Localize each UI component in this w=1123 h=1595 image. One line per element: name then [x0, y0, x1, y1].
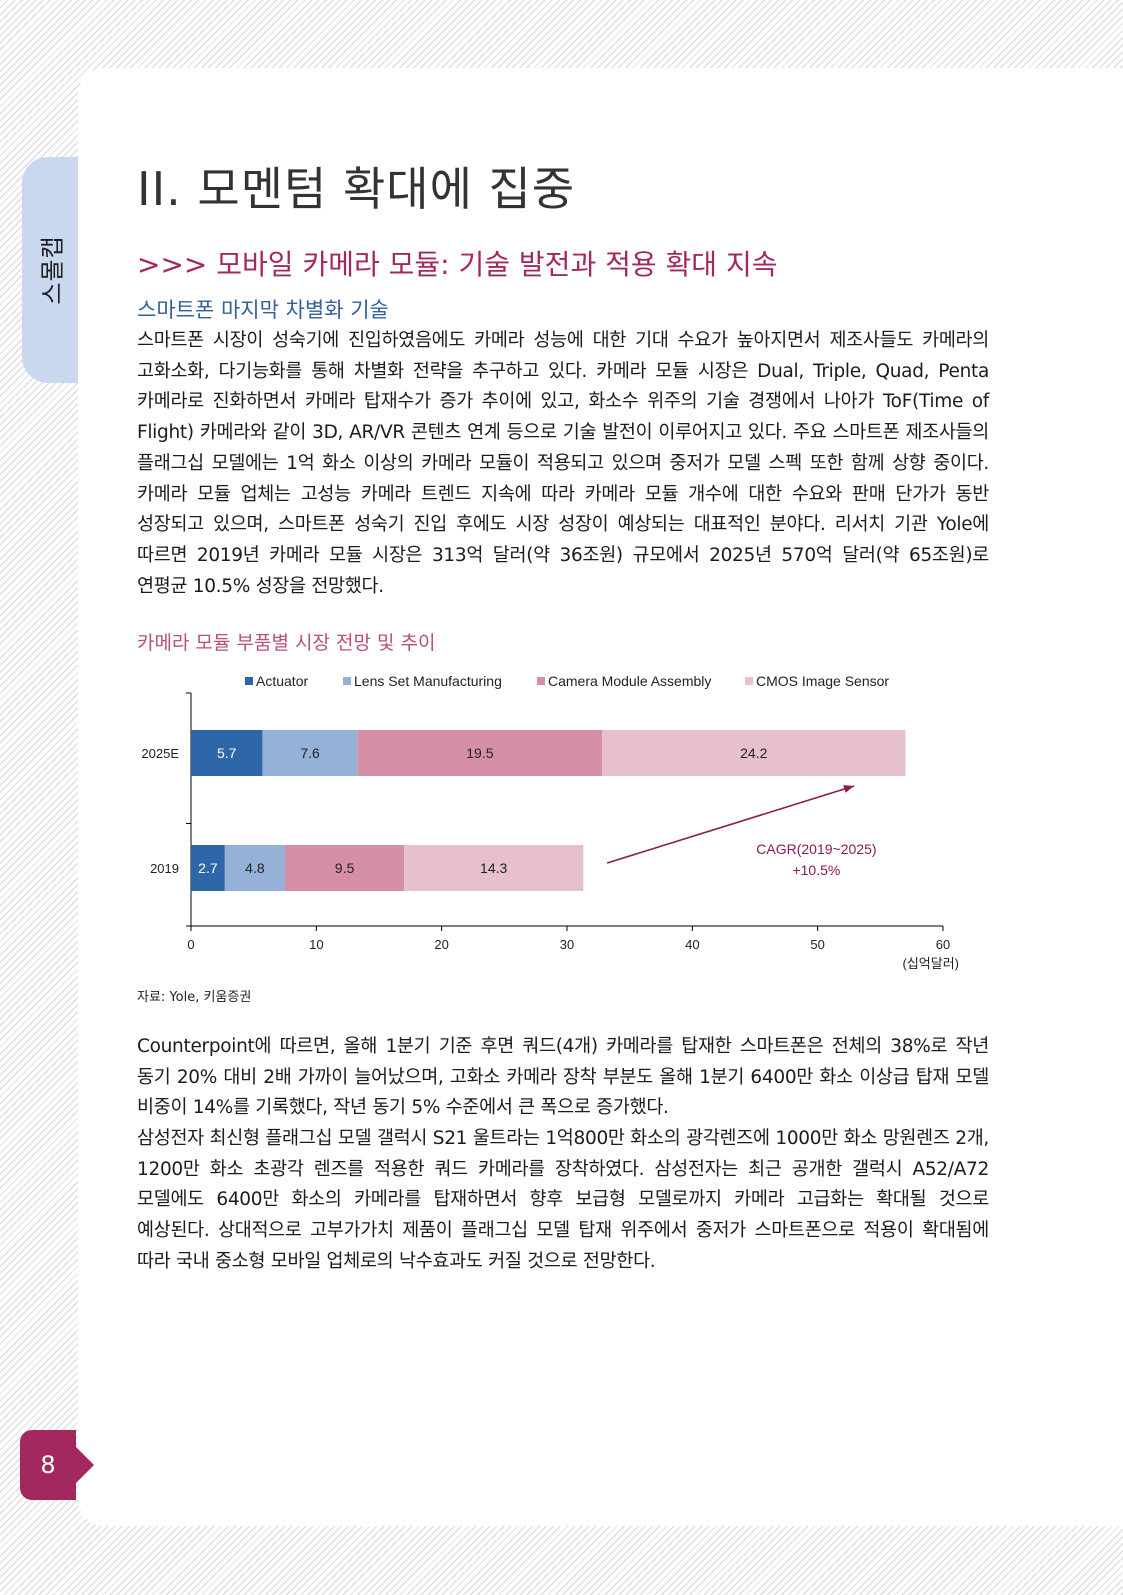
legend-label: Camera Module Assembly — [548, 673, 711, 689]
legend-swatch — [245, 677, 253, 685]
bar-value-label: 24.2 — [740, 745, 767, 761]
topic-heading: 스마트폰 마지막 차별화 기술 — [137, 298, 389, 322]
chart-title: 카메라 모듈 부품별 시장 전망 및 추이 — [137, 632, 436, 654]
bar-segment — [602, 730, 906, 776]
bar-segment — [191, 730, 263, 776]
x-tick-label: 0 — [187, 937, 194, 952]
bar-segment — [357, 730, 603, 776]
legend-swatch — [343, 677, 351, 685]
chart-source: 자료: Yole, 키움증권 — [137, 990, 252, 1005]
bar-segment — [404, 845, 584, 891]
x-tick-label: 60 — [936, 937, 950, 952]
bar-segment — [191, 845, 225, 891]
cagr-arrow-head — [843, 785, 855, 793]
cagr-arrow-line — [606, 785, 855, 864]
legend-label: Actuator — [256, 673, 308, 689]
page-number-tab: 8 — [20, 1430, 94, 1500]
legend-swatch — [745, 677, 753, 685]
legend-label: Lens Set Manufacturing — [354, 673, 502, 689]
page-card — [78, 68, 1123, 1526]
page-number: 8 — [40, 1451, 56, 1479]
chart-bars: 5.7 7.6 19.5 24.2 2.7 4.8 9.5 14.3 — [191, 730, 906, 891]
stacked-bar-chart: Actuator Lens Set Manufacturing Camera Mod… — [141, 673, 960, 971]
bar-value-label: 2.7 — [198, 860, 218, 876]
section-heading: II. 모멘텀 확대에 집중 — [137, 162, 576, 216]
x-tick-label: 10 — [309, 937, 323, 952]
bar-value-label: 14.3 — [480, 860, 507, 876]
bar-value-label: 7.6 — [300, 745, 320, 761]
bar-segment — [224, 845, 285, 891]
legend-label: CMOS Image Sensor — [756, 673, 889, 689]
chart-axes: 0 10 20 30 40 50 60 (십억달러) 2025E 2019 — [141, 692, 960, 971]
side-tab-label: 스몰캡 — [38, 235, 67, 305]
body-paragraph: 삼성전자 최신형 플래그십 모델 갤럭시 S21 울트라는 1억800만 화소의… — [137, 1128, 989, 1272]
bar-value-label: 9.5 — [335, 860, 355, 876]
bar-segment — [285, 845, 405, 891]
x-tick-label: 40 — [685, 937, 699, 952]
cagr-value: +10.5% — [792, 862, 840, 878]
x-tick-label: 30 — [560, 937, 574, 952]
category-label: 2019 — [150, 861, 179, 876]
bar-value-label: 19.5 — [466, 745, 493, 761]
x-tick-label: 50 — [810, 937, 824, 952]
body-paragraph: Counterpoint에 따르면, 올해 1분기 기준 후면 쿼드(4개) 카… — [137, 1036, 989, 1119]
bar-segment — [262, 730, 358, 776]
legend-swatch — [537, 677, 545, 685]
side-tab: 스몰캡 — [22, 157, 78, 383]
chart-annotation: CAGR(2019~2025) +10.5% — [606, 785, 877, 878]
category-label: 2025E — [141, 746, 179, 761]
cagr-label: CAGR(2019~2025) — [756, 841, 876, 857]
x-tick-label: 20 — [434, 937, 448, 952]
chart-legend: Actuator Lens Set Manufacturing Camera Mod… — [245, 673, 889, 689]
bar-value-label: 5.7 — [217, 745, 237, 761]
bar-value-label: 4.8 — [245, 860, 265, 876]
subsection-heading: >>> 모바일 카메라 모듈: 기술 발전과 적용 확대 지속 — [137, 248, 778, 281]
body-paragraph: 스마트폰 시장이 성숙기에 진입하였음에도 카메라 성능에 대한 기대 수요가 … — [137, 330, 989, 597]
x-unit-label: (십억달러) — [903, 956, 960, 971]
